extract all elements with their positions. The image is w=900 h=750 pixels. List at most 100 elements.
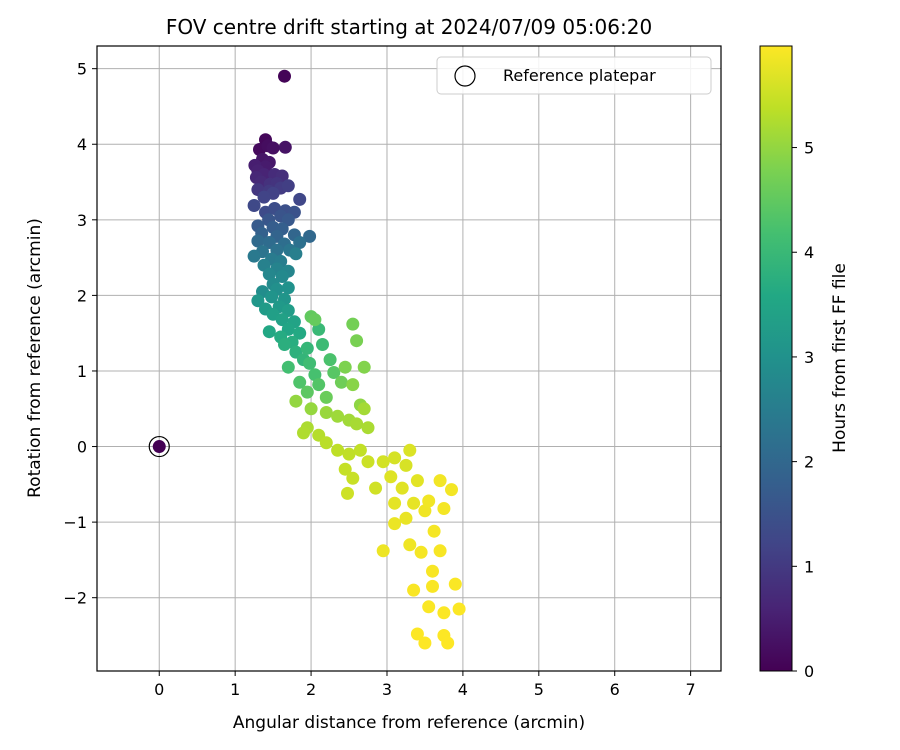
x-tick-label: 4 xyxy=(458,680,468,699)
data-point xyxy=(426,579,439,593)
data-point xyxy=(247,249,261,263)
data-point xyxy=(399,511,413,525)
data-point xyxy=(316,338,329,351)
data-point xyxy=(247,199,261,212)
grid-lines xyxy=(97,46,721,671)
data-point xyxy=(407,496,421,510)
data-point xyxy=(388,451,402,465)
data-point xyxy=(319,406,333,419)
data-point xyxy=(281,179,295,193)
colorbar-tick-label: 3 xyxy=(804,348,814,367)
data-point xyxy=(323,353,337,367)
data-point xyxy=(441,636,455,650)
data-point xyxy=(357,360,371,374)
colorbar-ticks: 0 1 2 3 4 5 xyxy=(792,139,814,681)
data-point xyxy=(350,334,364,348)
y-axis-label: Rotation from reference (arcmin) xyxy=(25,218,45,498)
data-point xyxy=(257,190,271,204)
y-tick-label: 1 xyxy=(77,362,87,381)
data-point xyxy=(308,368,322,382)
data-point xyxy=(357,402,371,416)
x-tick-label: 3 xyxy=(382,680,392,699)
data-point xyxy=(293,375,307,389)
data-point xyxy=(342,447,356,461)
data-point xyxy=(346,317,360,331)
x-tick-label: 7 xyxy=(686,680,696,699)
data-point xyxy=(427,524,441,538)
legend-box xyxy=(436,56,712,95)
data-point xyxy=(346,378,360,392)
y-tick-label: −1 xyxy=(63,513,87,532)
data-point xyxy=(403,538,417,552)
data-point xyxy=(262,267,276,281)
chart-title: FOV centre drift starting at 2024/07/09 … xyxy=(166,15,652,39)
y-tick-label: 5 xyxy=(77,60,87,79)
data-point xyxy=(410,627,424,641)
colorbar-tick-label: 4 xyxy=(804,243,814,262)
data-point xyxy=(293,192,307,206)
data-point xyxy=(266,141,280,155)
data-point xyxy=(422,600,436,614)
x-axis-ticks: 0 1 2 3 4 5 6 7 xyxy=(154,671,696,699)
data-point xyxy=(433,544,447,558)
data-point xyxy=(384,470,398,484)
x-axis-label: Angular distance from reference (arcmin) xyxy=(233,713,585,733)
data-point xyxy=(376,544,390,558)
data-point xyxy=(327,366,341,379)
data-point xyxy=(334,375,348,389)
data-points xyxy=(148,69,466,650)
data-point xyxy=(304,402,318,416)
reference-point xyxy=(152,440,166,454)
data-point xyxy=(338,360,352,374)
data-point xyxy=(281,213,295,227)
legend-label-reference-platepar: Reference platepar xyxy=(503,66,656,85)
colorbar-tick-label: 0 xyxy=(804,662,814,681)
y-tick-label: 3 xyxy=(77,211,87,230)
data-point xyxy=(281,360,295,374)
colorbar-label: Hours from first FF file xyxy=(830,263,850,453)
reference-marker-ring xyxy=(148,435,170,458)
data-point xyxy=(414,545,428,559)
data-point xyxy=(278,69,291,83)
data-point xyxy=(403,443,417,457)
data-point xyxy=(331,443,345,457)
data-point xyxy=(262,325,276,339)
data-point xyxy=(297,426,310,440)
y-tick-label: 0 xyxy=(77,438,87,457)
data-point xyxy=(275,270,289,283)
data-point xyxy=(452,602,466,616)
data-point xyxy=(418,636,432,650)
x-tick-label: 6 xyxy=(610,680,620,699)
data-point xyxy=(331,409,345,423)
data-point xyxy=(281,281,295,295)
data-point xyxy=(319,436,333,450)
data-point xyxy=(422,494,436,508)
y-tick-label: −2 xyxy=(63,589,87,608)
data-point xyxy=(361,455,375,469)
data-point xyxy=(437,502,451,515)
legend-marker-reference xyxy=(454,65,476,87)
data-point xyxy=(278,140,292,154)
x-tick-label: 2 xyxy=(306,680,316,699)
data-point xyxy=(278,338,291,351)
data-point xyxy=(369,481,383,495)
data-point xyxy=(410,474,424,488)
x-tick-label: 5 xyxy=(534,680,544,699)
data-point xyxy=(399,458,413,472)
y-tick-label: 2 xyxy=(77,286,87,305)
colorbar-tick-label: 1 xyxy=(804,557,814,576)
data-point xyxy=(407,583,421,597)
data-point xyxy=(312,378,326,392)
data-point xyxy=(361,421,375,435)
data-point xyxy=(448,577,462,591)
data-point xyxy=(300,385,314,399)
data-point xyxy=(281,304,295,317)
data-point xyxy=(265,290,279,304)
data-point xyxy=(275,313,289,327)
data-point xyxy=(433,474,447,488)
data-point xyxy=(353,443,367,457)
data-point xyxy=(388,496,402,510)
legend: Reference platepar xyxy=(436,56,712,95)
colorbar-tick-label: 2 xyxy=(804,453,814,472)
